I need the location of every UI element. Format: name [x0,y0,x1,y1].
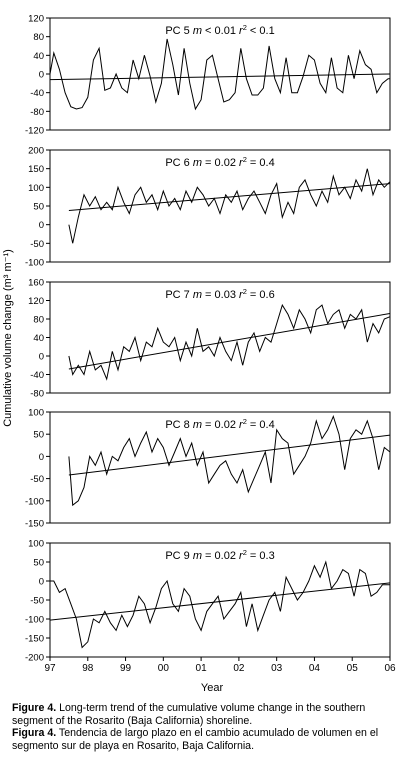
y-tick-label: 120 [28,296,44,307]
figure-caption: Figure 4. Long-term trend of the cumulat… [12,702,396,752]
x-tick-label: 98 [82,663,94,674]
y-tick-label: -150 [25,519,44,530]
volume-series-line [68,303,391,381]
y-tick-label: -50 [30,596,44,607]
y-tick-label: 0 [39,452,44,463]
caption-es-text: Tendencia de largo plazo en el cambio ac… [12,727,379,752]
trend-line [68,183,391,211]
caption-en-text: Long-term trend of the cumulative volume… [12,702,366,727]
y-tick-label: 160 [28,278,44,289]
y-tick-label: -50 [30,239,44,250]
panel-label: PC 5 m < 0.01 r2 < 0.1 [165,23,274,37]
y-tick-label: 0 [39,352,44,363]
x-tick-label: 06 [384,663,396,674]
trend-line [68,434,391,476]
x-tick-label: 97 [44,663,56,674]
trend-line [49,582,391,621]
y-tick-label: 100 [28,183,44,194]
caption-en-label: Figure 4. [12,702,57,714]
y-tick-label: 120 [28,14,44,25]
y-tick-label: 80 [33,315,44,326]
y-tick-label: 50 [33,558,44,569]
y-tick-label: 100 [28,408,44,419]
volume-series-line [68,168,391,244]
y-tick-label: -200 [25,653,44,664]
x-tick-label: 99 [120,663,132,674]
x-tick-label: 03 [271,663,283,674]
y-tick-label: 50 [33,430,44,441]
x-tick-label: 00 [158,663,170,674]
y-tick-label: -40 [30,88,44,99]
volume-series-line [50,560,390,649]
panel-label: PC 8 m = 0.02 r2 = 0.4 [165,417,274,431]
y-tick-label: 100 [28,539,44,550]
y-tick-label: 0 [39,577,44,588]
trend-line [68,312,391,370]
x-tick-label: 04 [309,663,321,674]
panel-label: PC 6 m = 0.02 r2 = 0.4 [165,155,274,169]
panel-pc-8: 100 50 0 -50 -100 -150 PC 8 m = 0.02 r2 = 0.4 [25,408,391,530]
panel-pc-6: 200 150 100 50 0 -50 -100 PC 6 m = 0.02 r2 = 0.… [25,146,391,269]
y-tick-label: -100 [25,615,44,626]
x-tick-label: 02 [233,663,245,674]
y-axis-label: Cumulative volume change (m³ m⁻¹) [2,249,14,427]
y-tick-label: 0 [39,220,44,231]
volume-series-line [49,38,390,111]
x-tick-label: 05 [347,663,359,674]
y-tick-label: -40 [30,370,44,381]
panel-pc-9: 100 50 0 -50 -100 -150 -200 PC 9 m = 0.02 r2 = … [25,539,391,664]
caption-es-label: Figura 4. [12,727,57,740]
y-tick-label: -80 [30,389,44,400]
y-tick-label: 0 [39,70,44,81]
y-tick-label: 40 [33,333,44,344]
panel-pc-5: 120 80 40 0 -40 -80 -120 PC 5 m < 0.01 r2 < 0.1 [25,14,391,137]
panel-frame [49,411,391,524]
figure-panels: Cumulative volume change (m³ m⁻¹) Year 1… [2,14,396,695]
x-axis-label: Year [201,682,224,694]
x-axis-ticks: 97 98 99 00 01 02 03 04 05 06 [44,657,396,674]
y-tick-label: -50 [30,474,44,485]
y-tick-label: 40 [33,51,44,62]
panel-label: PC 9 m = 0.02 r2 = 0.3 [165,548,274,562]
y-tick-label: -150 [25,634,44,645]
y-tick-label: -100 [25,258,44,269]
y-tick-label: -100 [25,496,44,507]
y-tick-label: -120 [25,126,44,137]
y-tick-label: -80 [30,107,44,118]
y-tick-label: 150 [28,164,44,175]
panel-pc-7: 160 120 80 40 0 -40 -80 PC 7 m = 0.03 r2 = 0.6 [28,278,391,400]
trend-line [49,73,391,81]
x-tick-label: 01 [196,663,208,674]
volume-series-line [68,414,391,507]
panel-label: PC 7 m = 0.03 r2 = 0.6 [165,287,274,301]
y-tick-label: 200 [28,146,44,157]
y-tick-label: 50 [33,202,44,213]
y-tick-label: 80 [33,32,44,43]
